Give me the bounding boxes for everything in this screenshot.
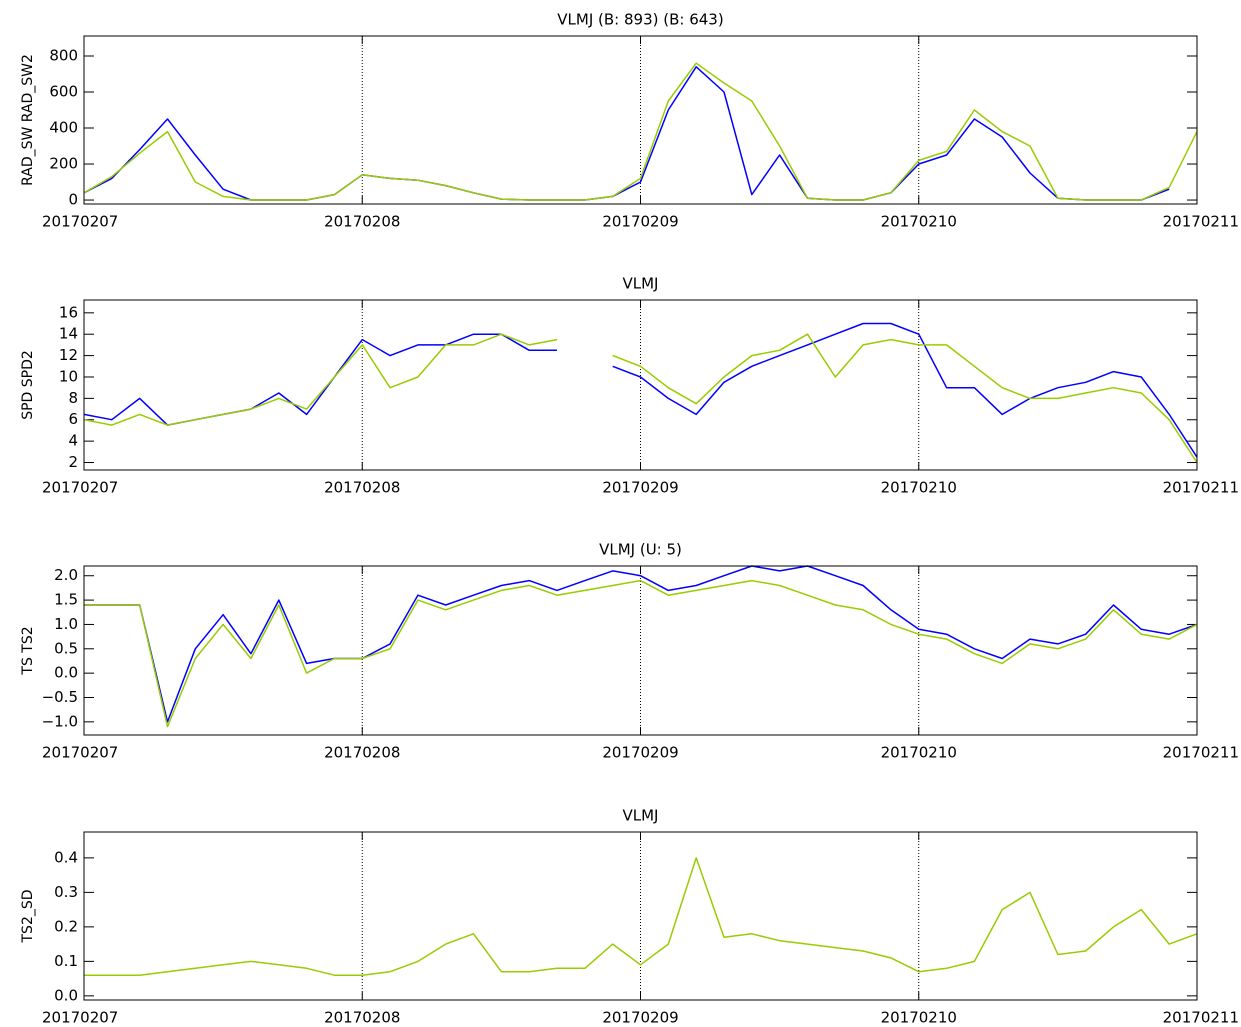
panel-title: VLMJ (B: 893) (B: 643) xyxy=(557,11,723,29)
x-tick-label: 20170210 xyxy=(881,479,957,497)
x-tick-label: 20170210 xyxy=(881,213,957,231)
y-tick-label: 600 xyxy=(49,83,78,101)
y-tick-label: 0.2 xyxy=(54,917,78,935)
x-tick-label: 20170211 xyxy=(1163,1009,1239,1027)
plot-frame xyxy=(83,299,1198,471)
x-tick-label: 20170211 xyxy=(1163,744,1239,762)
x-tick-label: 20170207 xyxy=(42,479,118,497)
panel-title: VLMJ xyxy=(623,275,659,293)
y-tick-label: 4 xyxy=(68,432,78,450)
y-tick-label: 800 xyxy=(49,46,78,64)
x-tick-label: 20170208 xyxy=(324,479,400,497)
y-tick-label: −1.0 xyxy=(42,712,78,730)
y-tick-label: 10 xyxy=(59,367,78,385)
y-tick-label: 14 xyxy=(59,325,78,343)
y-tick-label: 0.4 xyxy=(54,848,78,866)
x-tick-label: 20170210 xyxy=(881,1009,957,1027)
x-tick-label: 20170208 xyxy=(324,1009,400,1027)
x-tick-label: 20170207 xyxy=(42,1009,118,1027)
y-axis-label: RAD_SW RAD_SW2 xyxy=(20,54,36,186)
y-tick-label: 0.0 xyxy=(54,664,78,682)
y-axis-label: SPD SPD2 xyxy=(20,350,36,420)
panel-title: VLMJ (U: 5) xyxy=(599,541,682,559)
plot-frame xyxy=(83,831,1198,1001)
y-tick-label: 0.5 xyxy=(54,639,78,657)
x-tick-label: 20170209 xyxy=(602,479,678,497)
x-tick-label: 20170209 xyxy=(602,744,678,762)
y-tick-label: 0.0 xyxy=(54,986,78,1004)
x-tick-label: 20170210 xyxy=(881,744,957,762)
y-tick-label: 6 xyxy=(68,410,78,428)
x-tick-label: 20170208 xyxy=(324,744,400,762)
data-line xyxy=(83,322,1198,458)
data-line xyxy=(84,857,1198,976)
y-axis-label: TS TS2 xyxy=(20,626,36,675)
x-tick-label: 20170208 xyxy=(324,213,400,231)
x-tick-label: 20170207 xyxy=(42,213,118,231)
y-tick-label: 200 xyxy=(49,155,78,173)
x-tick-label: 20170209 xyxy=(602,1009,678,1027)
plot-frame xyxy=(83,35,1198,205)
x-tick-label: 20170211 xyxy=(1163,213,1239,231)
x-tick-label: 20170209 xyxy=(602,213,678,231)
y-tick-label: 1.5 xyxy=(54,591,78,609)
x-tick-label: 20170211 xyxy=(1163,479,1239,497)
y-tick-label: −0.5 xyxy=(42,688,78,706)
y-axis-label: TS2_SD xyxy=(20,889,36,943)
y-tick-label: 12 xyxy=(59,346,78,364)
y-tick-label: 2.0 xyxy=(54,566,78,584)
plot-frame xyxy=(83,565,1198,736)
y-tick-label: 0.3 xyxy=(54,883,78,901)
y-tick-label: 0 xyxy=(68,191,78,209)
y-tick-label: 2 xyxy=(68,453,78,471)
y-tick-label: 16 xyxy=(59,303,78,321)
panel-title: VLMJ xyxy=(623,807,659,825)
data-line xyxy=(84,565,1198,723)
y-tick-label: 0.1 xyxy=(54,952,78,970)
data-line xyxy=(83,62,1198,201)
y-tick-label: 400 xyxy=(49,119,78,137)
x-tick-label: 20170207 xyxy=(42,744,118,762)
data-line xyxy=(84,579,1198,728)
y-tick-label: 8 xyxy=(68,389,78,407)
data-line xyxy=(83,333,1198,463)
y-tick-label: 1.0 xyxy=(54,615,78,633)
